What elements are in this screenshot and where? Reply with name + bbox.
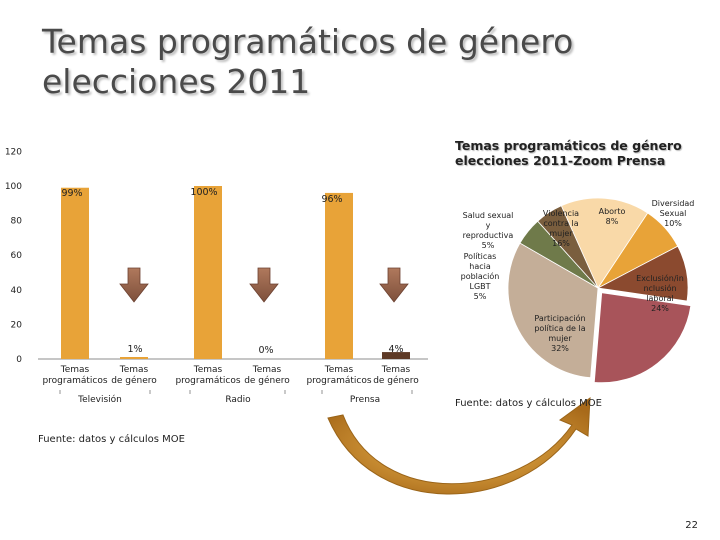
pie-slice-label: Aborto — [599, 207, 626, 216]
y-tick-label: 120 — [5, 147, 22, 157]
x-tick-label: de género — [244, 375, 290, 386]
bar — [120, 357, 148, 359]
pie-chart-source: Fuente: datos y cálculos MOE — [455, 398, 602, 409]
data-label: 1% — [127, 344, 142, 355]
pie-slice-label: y — [486, 221, 491, 230]
bar — [194, 186, 222, 359]
x-tick-label: Temas — [252, 365, 282, 375]
pie-slice-label: 10% — [664, 219, 682, 228]
pie-slice-label: política de la — [534, 324, 585, 333]
slide-title-line-1: Temas programáticos de género — [42, 22, 574, 61]
pie-chart-title-line-1: Temas programáticos de género — [455, 138, 682, 153]
pie-slice-label: 24% — [651, 304, 669, 313]
pie-slice-label: 8% — [606, 217, 619, 226]
pie-slice-label: mujer — [549, 229, 573, 238]
x-tick-label: programáticos — [175, 376, 240, 386]
page-number: 22 — [685, 520, 698, 531]
pie-slice-label: población — [461, 271, 500, 281]
pie-slice-label: 5% — [482, 241, 495, 250]
pie-slice — [507, 242, 599, 379]
group-label: Radio — [225, 395, 251, 405]
x-tick-label: Temas — [381, 365, 411, 375]
pie-slice — [537, 205, 599, 289]
bar-chart-source: Fuente: datos y cálculos MOE — [38, 434, 185, 445]
x-tick-label: de género — [373, 375, 419, 386]
pie-slice-label: Violencia — [543, 209, 579, 218]
y-tick-label: 20 — [11, 320, 23, 330]
pie-slice-label: laboral — [646, 294, 674, 303]
data-label: 0% — [258, 345, 273, 356]
pie-slice-label: Salud sexual — [463, 211, 514, 220]
group-label: Prensa — [350, 395, 380, 405]
pie-slice-label: 16% — [552, 239, 570, 248]
pie-slice-label: hacia — [469, 262, 491, 271]
down-arrow-icon — [379, 267, 409, 303]
data-label: 96% — [321, 194, 342, 205]
x-tick-label: de género — [111, 375, 157, 386]
pie-slice-label: 32% — [551, 344, 569, 353]
x-tick-label: Temas — [119, 365, 149, 375]
pie-slice — [560, 197, 649, 289]
bar-chart: 020406080100120TemasprogramáticosTemasde… — [5, 147, 428, 405]
group-bracket — [189, 390, 286, 394]
data-label: 4% — [388, 344, 403, 355]
pie-slice-label: LGBT — [469, 282, 490, 291]
pie-chart-title: Temas programáticos de género elecciones… — [455, 138, 715, 168]
slide-title: Temas programáticos de género elecciones… — [42, 22, 682, 102]
x-tick-label: programáticos — [42, 376, 107, 386]
data-label: 99% — [61, 188, 82, 199]
pie-slice — [596, 245, 689, 302]
data-label: 100% — [190, 187, 217, 198]
y-tick-label: 80 — [11, 217, 23, 227]
pie-slice-label: Diversidad — [652, 199, 695, 208]
y-tick-label: 0 — [16, 355, 22, 365]
pie-slice-label: Exclusión/in — [636, 273, 684, 283]
x-tick-label: programáticos — [306, 376, 371, 386]
group-bracket — [321, 390, 413, 394]
x-tick-label: Temas — [193, 365, 223, 375]
slide-title-line-2: elecciones 2011 — [42, 62, 311, 101]
y-tick-label: 40 — [11, 286, 23, 296]
y-tick-label: 60 — [11, 251, 23, 261]
x-tick-label: Temas — [60, 365, 90, 375]
pie-slice-label: reproductiva — [463, 231, 514, 240]
x-tick-label: Temas — [324, 365, 354, 375]
pie-slice-label: mujer — [548, 334, 572, 343]
down-arrow-icon — [119, 267, 149, 303]
bar — [61, 187, 89, 359]
pie-slice-label: 5% — [474, 292, 487, 301]
curved-arrow-graphic — [327, 396, 591, 495]
pie-slice-label: contra la — [543, 219, 578, 228]
group-label: Televisión — [77, 394, 122, 405]
y-tick-label: 100 — [5, 182, 22, 192]
pie-slice-label: Participación — [534, 313, 585, 323]
pie-slice-label: Sexual — [660, 209, 687, 218]
group-bracket — [59, 390, 151, 394]
pie-slice-label: nclusión — [643, 283, 676, 293]
pie-slice-label: Políticas — [464, 252, 497, 261]
bar — [325, 192, 353, 359]
pie-slice — [593, 292, 692, 384]
bar — [382, 352, 410, 359]
down-arrow-icon — [249, 267, 279, 303]
pie-chart-title-line-2: elecciones 2011-Zoom Prensa — [455, 153, 666, 168]
